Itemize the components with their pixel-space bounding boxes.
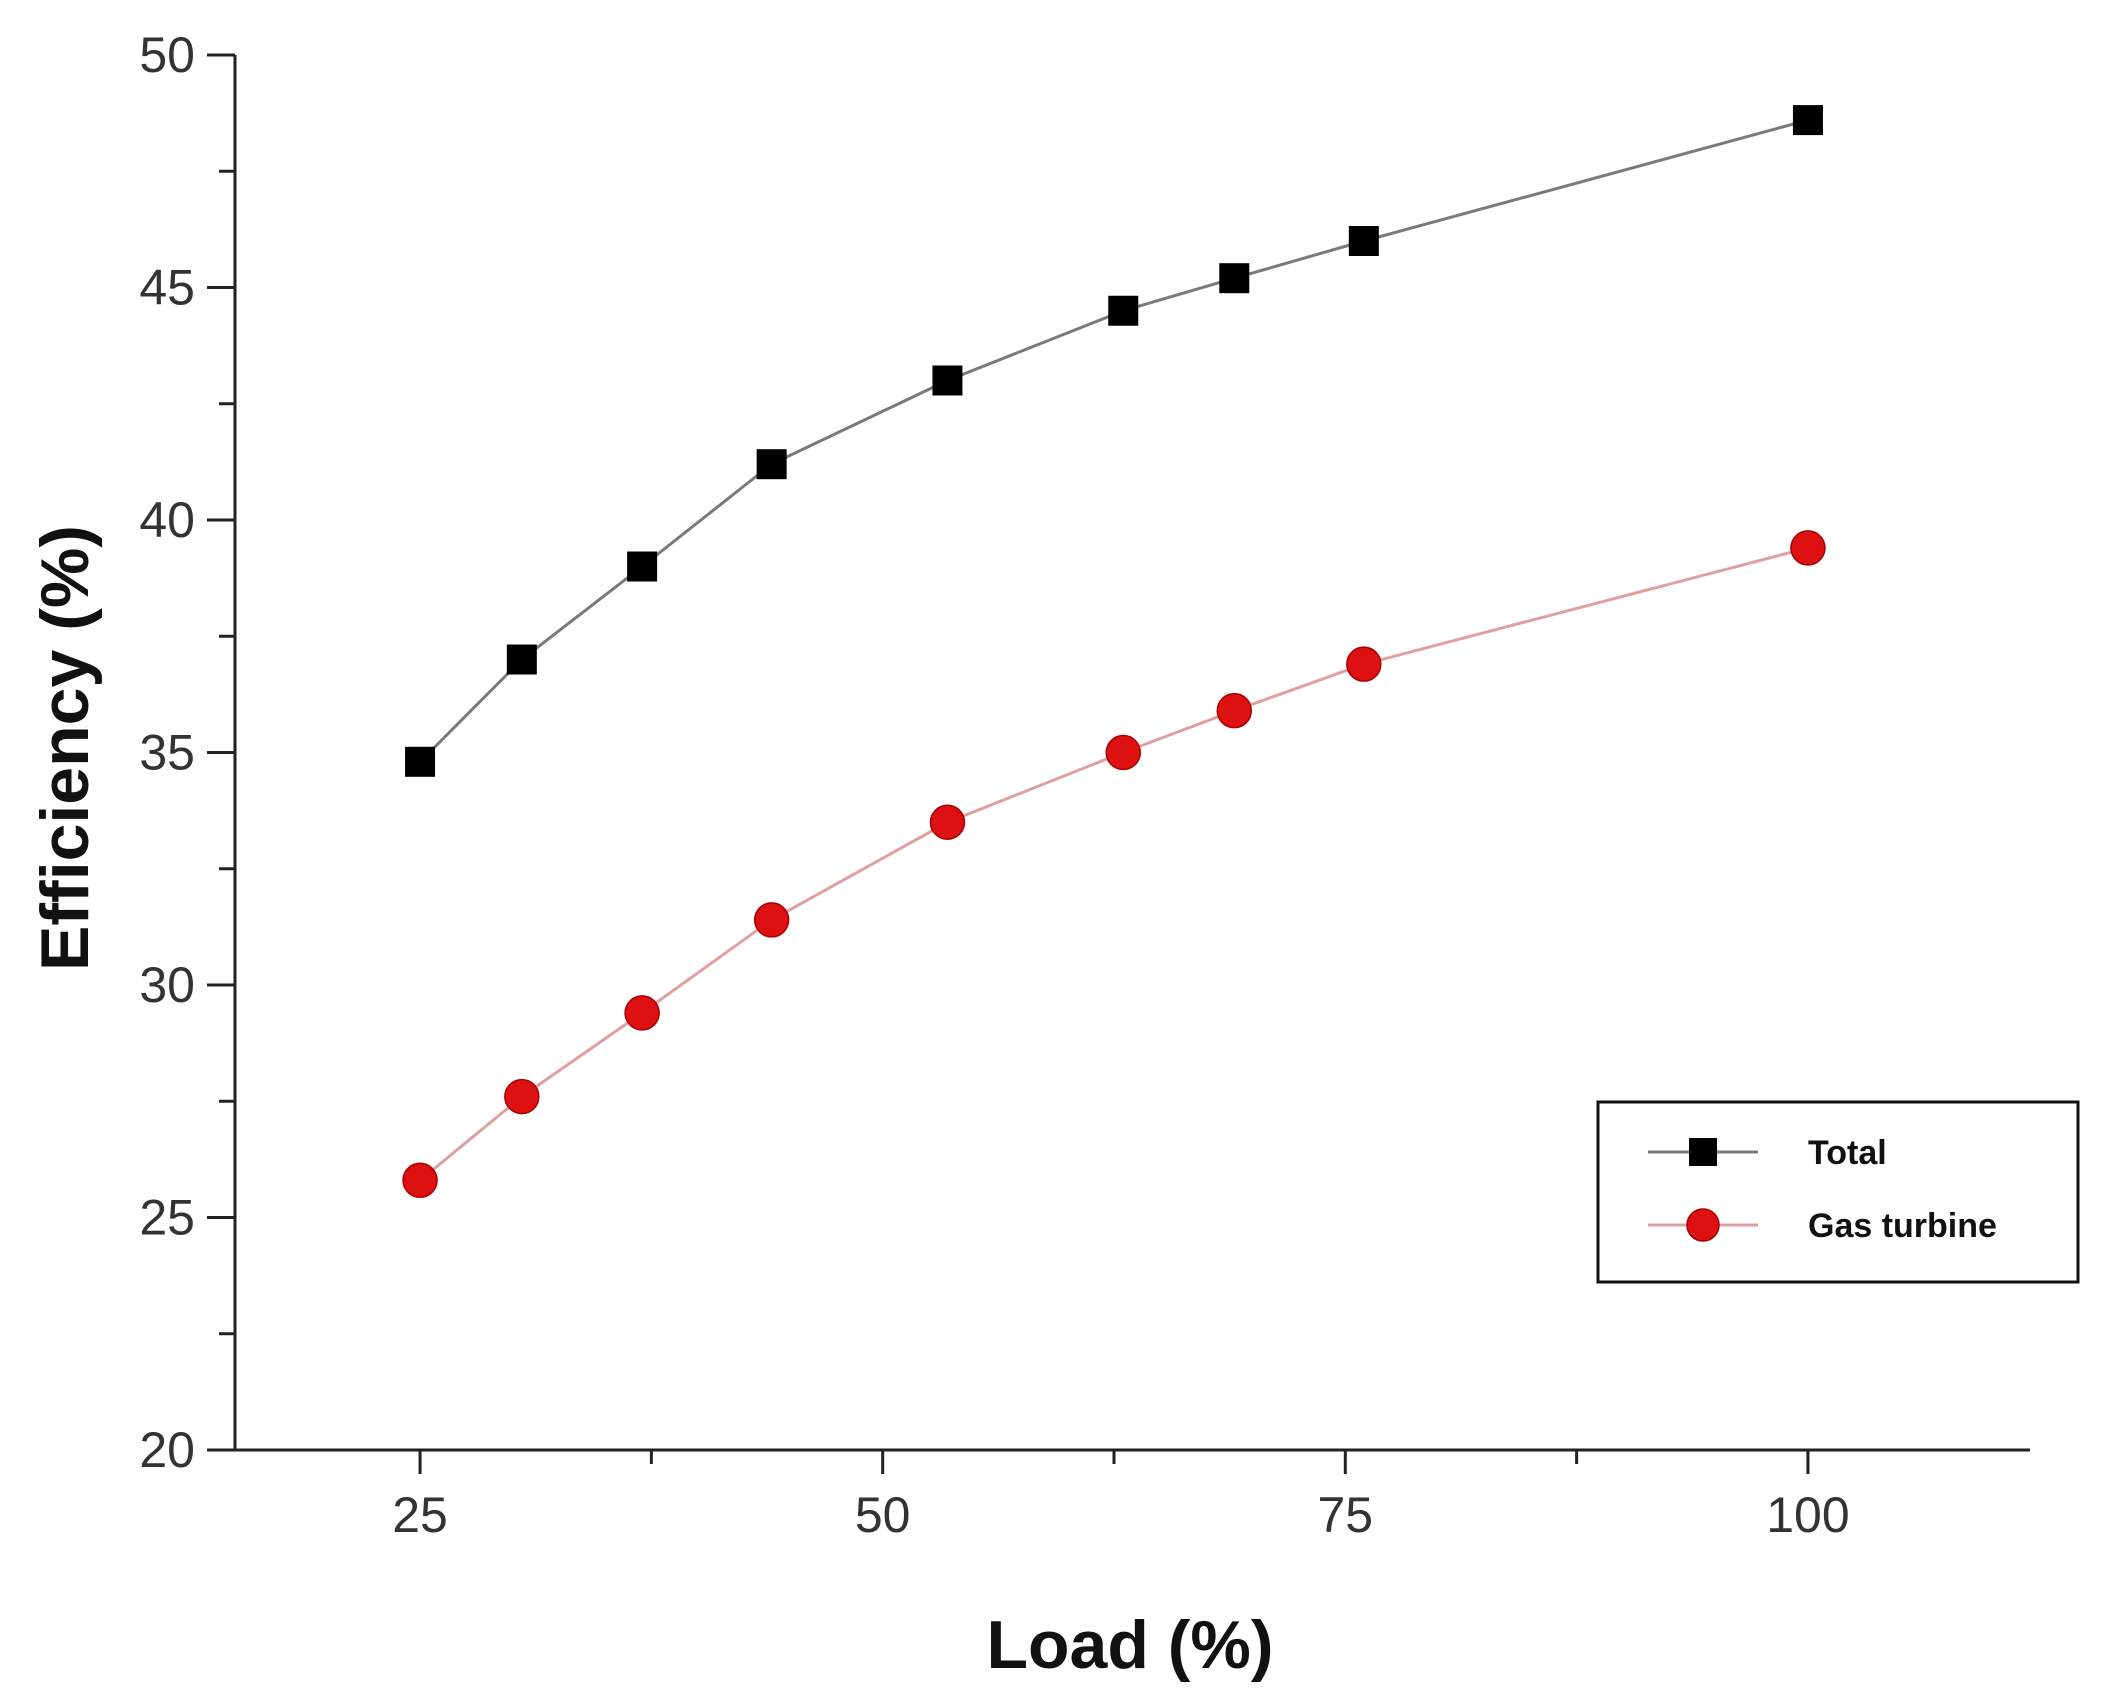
legend-label: Gas turbine — [1808, 1207, 1997, 1245]
x-tick-label: 100 — [1766, 1487, 1849, 1543]
data-point — [1348, 226, 1379, 256]
y-axis-title: Efficiency (%) — [27, 525, 103, 971]
y-tick-label: 35 — [139, 725, 195, 781]
series-line — [419, 546, 1809, 1182]
legend-marker-circle — [1686, 1208, 1720, 1242]
data-point — [1108, 295, 1139, 326]
y-tick-label: 40 — [139, 492, 195, 548]
legend-marker-square — [1689, 1138, 1717, 1166]
data-point — [929, 804, 966, 840]
data-point — [624, 995, 660, 1031]
y-tick-label: 25 — [139, 1190, 195, 1246]
data-point — [402, 1162, 438, 1199]
data-point — [1346, 646, 1382, 682]
data-point — [1790, 530, 1826, 566]
legend-item: Gas turbine — [1648, 1207, 1997, 1245]
data-point — [1105, 734, 1141, 771]
series-line — [419, 118, 1809, 763]
y-tick-label: 30 — [139, 957, 195, 1013]
x-tick-label: 50 — [855, 1487, 911, 1543]
y-tick-label: 20 — [139, 1422, 195, 1478]
series — [402, 105, 1826, 1199]
axes: 20 25 30 35 40 45 50 25 50 75 100 — [139, 27, 2030, 1543]
data-point — [504, 1078, 540, 1115]
data-point — [753, 902, 790, 938]
data-point — [1219, 263, 1250, 294]
y-tick-label: 45 — [139, 260, 195, 316]
x-tick-label: 25 — [392, 1487, 448, 1543]
data-point — [627, 551, 658, 582]
data-point — [756, 449, 787, 480]
legend-label: Total — [1808, 1134, 1887, 1172]
data-point — [405, 746, 436, 777]
legend-frame — [1596, 1100, 2080, 1284]
data-point — [1792, 105, 1823, 136]
legend: Total Gas turbine — [1596, 1100, 2080, 1284]
series-total — [405, 105, 1823, 777]
x-tick-label: 75 — [1317, 1487, 1373, 1543]
data-point — [932, 365, 963, 396]
legend-item: Total — [1648, 1134, 1887, 1172]
y-tick-label: 50 — [139, 27, 195, 83]
data-point — [506, 644, 537, 675]
data-point — [1216, 692, 1253, 729]
series-gas-turbine — [402, 530, 1826, 1199]
x-axis-title: Load (%) — [986, 1607, 1273, 1683]
